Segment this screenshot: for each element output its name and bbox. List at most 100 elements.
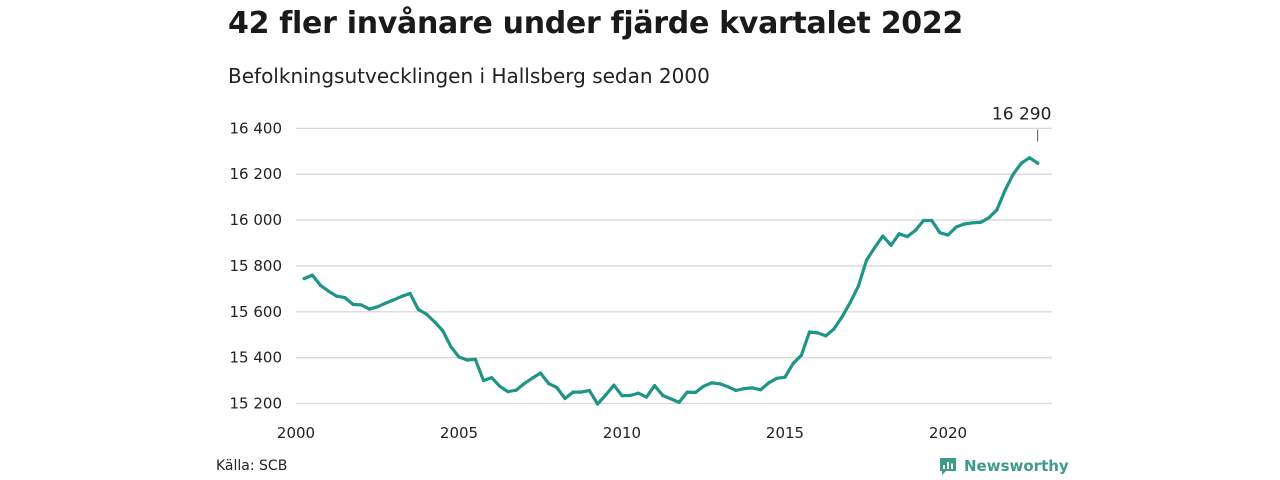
data-point bbox=[628, 393, 632, 398]
data-point bbox=[1011, 172, 1015, 176]
data-point bbox=[938, 231, 942, 235]
data-point bbox=[400, 294, 404, 298]
chart-gridlines bbox=[296, 127, 1052, 405]
data-point bbox=[946, 233, 950, 237]
data-point bbox=[653, 384, 657, 388]
data-point bbox=[620, 394, 624, 398]
data-point bbox=[1036, 161, 1040, 165]
data-point bbox=[775, 376, 779, 380]
data-point bbox=[799, 353, 803, 357]
last-value-annotation: 16 290 bbox=[992, 105, 1051, 142]
data-point bbox=[449, 345, 453, 349]
newsworthy-logo-icon bbox=[940, 458, 956, 475]
data-point bbox=[970, 221, 975, 225]
data-point bbox=[416, 307, 420, 312]
page-title: 42 fler invånare under fjärde kvartalet … bbox=[228, 6, 963, 41]
data-point bbox=[873, 246, 877, 250]
data-point bbox=[302, 277, 306, 281]
data-point bbox=[922, 218, 926, 223]
data-point bbox=[750, 386, 755, 390]
data-point bbox=[547, 382, 551, 386]
data-point bbox=[701, 384, 706, 388]
data-point bbox=[384, 301, 388, 305]
data-point bbox=[579, 390, 583, 394]
data-point bbox=[913, 228, 918, 232]
data-point bbox=[522, 382, 526, 386]
data-point bbox=[498, 384, 502, 388]
data-point bbox=[791, 361, 795, 365]
data-point bbox=[318, 283, 323, 287]
data-point bbox=[726, 385, 730, 389]
data-point bbox=[767, 381, 771, 385]
brand-name: Newsworthy bbox=[964, 457, 1069, 475]
data-point bbox=[979, 220, 983, 224]
data-point bbox=[848, 301, 852, 305]
x-axis-ticks: 2000 2005 2010 2015 2020 bbox=[277, 424, 967, 442]
data-point bbox=[351, 302, 355, 307]
data-point bbox=[392, 298, 396, 302]
x-tick-label: 2005 bbox=[440, 424, 478, 442]
data-point bbox=[343, 296, 347, 300]
x-tick-label: 2020 bbox=[929, 424, 967, 442]
data-point bbox=[367, 307, 371, 311]
data-point bbox=[481, 379, 486, 383]
data-point bbox=[375, 305, 380, 309]
data-point bbox=[840, 315, 844, 319]
source-credit: Källa: SCB bbox=[216, 458, 288, 474]
data-point bbox=[571, 390, 575, 394]
data-point bbox=[954, 225, 958, 229]
data-point bbox=[889, 243, 893, 247]
data-point bbox=[490, 376, 494, 380]
brand-logo[interactable]: Newsworthy bbox=[938, 456, 1069, 476]
data-point bbox=[596, 402, 600, 406]
data-point bbox=[734, 388, 738, 393]
data-point bbox=[636, 391, 640, 395]
x-tick-label: 2015 bbox=[766, 424, 804, 442]
data-point bbox=[538, 371, 543, 375]
data-point bbox=[530, 376, 535, 380]
data-point bbox=[669, 397, 673, 401]
data-point bbox=[710, 381, 714, 385]
data-point bbox=[433, 320, 437, 324]
data-point bbox=[1003, 188, 1007, 192]
data-point bbox=[759, 388, 763, 392]
data-point bbox=[987, 216, 991, 220]
y-tick-label: 15 200 bbox=[230, 395, 283, 413]
data-point bbox=[465, 358, 469, 362]
data-point bbox=[1019, 161, 1024, 165]
data-point bbox=[555, 385, 559, 390]
data-point bbox=[587, 388, 592, 393]
data-point bbox=[824, 334, 828, 338]
data-point bbox=[661, 393, 665, 398]
data-point bbox=[1027, 156, 1032, 160]
data-point bbox=[441, 329, 445, 333]
data-point bbox=[514, 388, 518, 392]
y-tick-label: 16 000 bbox=[230, 211, 283, 229]
data-point bbox=[335, 294, 339, 298]
y-tick-label: 15 600 bbox=[230, 303, 283, 321]
data-point bbox=[897, 232, 901, 236]
data-point bbox=[930, 218, 934, 223]
data-point bbox=[693, 390, 698, 395]
series-data-points bbox=[302, 156, 1040, 406]
data-point bbox=[783, 375, 787, 379]
data-point bbox=[473, 357, 477, 361]
population-series-line bbox=[302, 156, 1040, 406]
data-point bbox=[742, 387, 746, 391]
data-point bbox=[816, 331, 820, 335]
data-point bbox=[644, 395, 649, 399]
data-point bbox=[962, 222, 966, 226]
y-axis-ticks: 15 200 15 400 15 600 15 800 16 000 16 200 16 4… bbox=[230, 119, 283, 412]
data-point bbox=[604, 393, 608, 397]
y-tick-label: 16 200 bbox=[230, 165, 283, 183]
data-point bbox=[506, 390, 510, 394]
data-point bbox=[995, 208, 999, 212]
data-point bbox=[807, 330, 812, 334]
data-point bbox=[359, 303, 363, 307]
data-point bbox=[864, 258, 869, 262]
data-point bbox=[856, 284, 861, 288]
data-point bbox=[832, 327, 836, 331]
x-tick-label: 2000 bbox=[277, 424, 315, 442]
data-point bbox=[612, 383, 616, 387]
data-point bbox=[905, 235, 909, 239]
